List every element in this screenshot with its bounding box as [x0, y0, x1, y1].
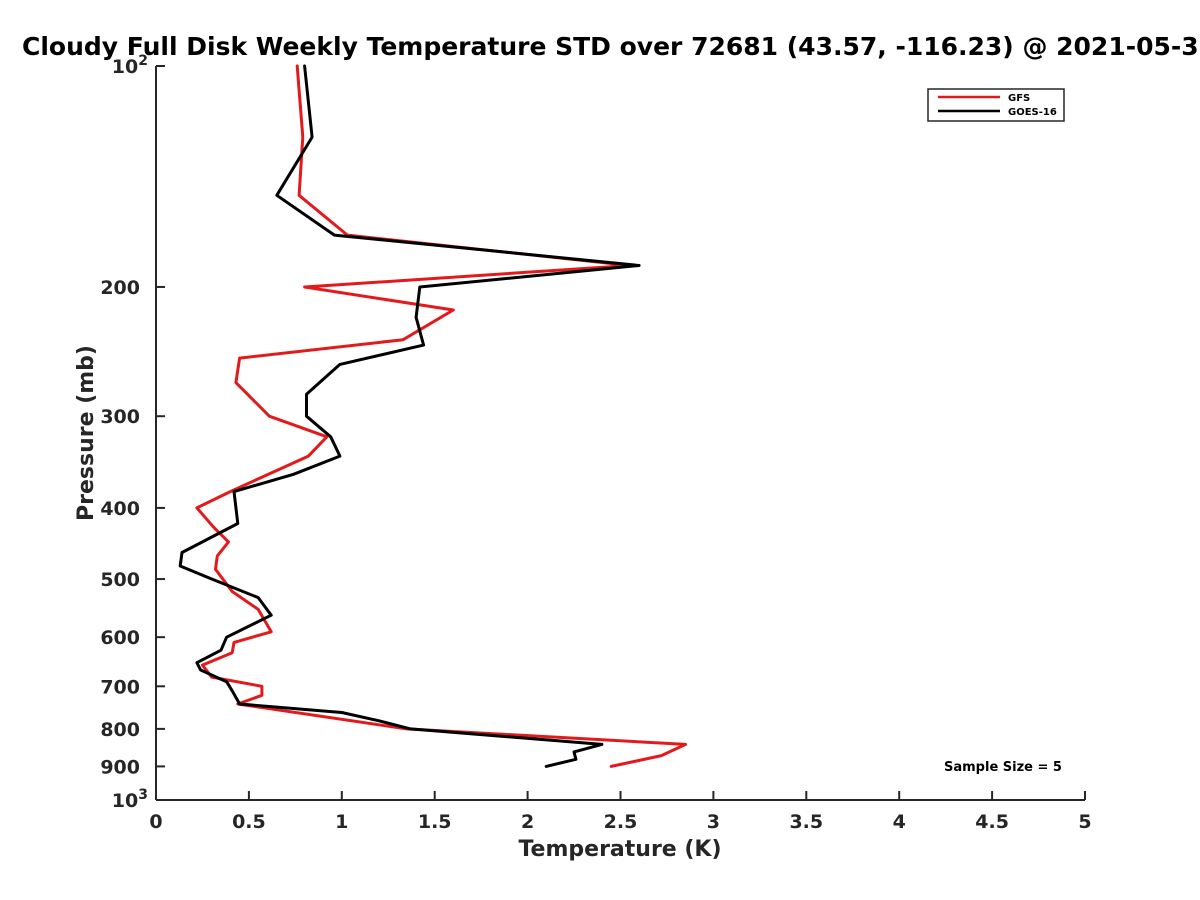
axes: 0 0.5 1 1.5 2 2.5 3 3.5 4 4.5 5 102 200 300 400 500 600 7…	[100, 53, 1091, 833]
x-tick-label: 4	[893, 811, 906, 833]
x-tick-label: 2.5	[604, 811, 638, 833]
x-tick-label: 5	[1078, 811, 1091, 833]
x-tick-label: 3.5	[789, 811, 823, 833]
x-tick-label: 0	[149, 811, 162, 833]
y-tick-label: 900	[100, 756, 140, 778]
y-tick-label: 300	[100, 406, 140, 428]
y-tick-label: 102	[112, 53, 148, 78]
x-tick-label: 1.5	[418, 811, 452, 833]
y-tick-label: 800	[100, 719, 140, 741]
series-line-gfs	[195, 64, 687, 768]
x-tick-label: 0.5	[232, 811, 266, 833]
series-layer	[178, 64, 687, 768]
legend: GFS GOES-16	[927, 88, 1065, 122]
y-tick-label: 600	[100, 627, 140, 649]
x-axis-label: Temperature (K)	[518, 837, 721, 862]
y-tick-label: 200	[100, 277, 140, 299]
y-tick-label: 400	[100, 498, 140, 520]
y-axis-label: Pressure (mb)	[74, 345, 99, 521]
x-tick-label: 2	[521, 811, 534, 833]
y-tick-label: 103	[112, 787, 148, 812]
chart-title: Cloudy Full Disk Weekly Temperature STD …	[22, 32, 1199, 61]
x-tick-label: 4.5	[975, 811, 1009, 833]
series-line-goes-16	[178, 64, 641, 768]
y-tick-label: 500	[100, 569, 140, 591]
legend-box	[927, 88, 1065, 122]
legend-label: GOES-16	[1008, 107, 1057, 118]
x-tick-label: 3	[707, 811, 720, 833]
x-tick-label: 1	[335, 811, 348, 833]
sample-size-annotation: Sample Size = 5	[944, 760, 1062, 775]
y-tick-label: 700	[100, 676, 140, 698]
legend-label: GFS	[1008, 93, 1030, 104]
